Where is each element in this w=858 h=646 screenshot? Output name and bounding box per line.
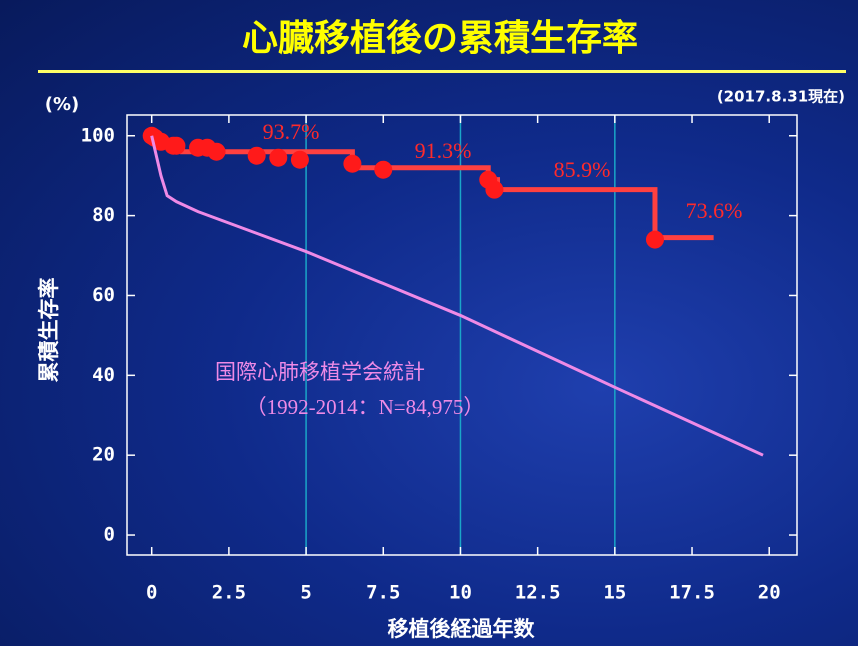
y-unit: (%) (45, 94, 80, 115)
data-point (645, 230, 664, 249)
data-point (247, 146, 266, 165)
y-tick-label: 20 (92, 444, 115, 466)
survival-label: 73.6% (686, 198, 743, 223)
data-point (207, 142, 226, 161)
x-tick-label: 12.5 (515, 582, 561, 604)
data-point (343, 154, 362, 173)
survival-label: 93.7% (263, 119, 320, 144)
x-tick-label: 5 (300, 582, 311, 604)
x-axis-title: 移植後経過年数 (388, 617, 536, 641)
y-tick-label: 80 (92, 204, 115, 226)
x-tick-label: 2.5 (212, 582, 246, 604)
series-label: 国際心肺移植学会統計 (215, 360, 425, 384)
data-point (167, 136, 186, 155)
x-tick-label: 10 (449, 582, 472, 604)
survival-label: 85.9% (554, 157, 611, 182)
x-tick-label: 7.5 (366, 582, 400, 604)
data-point (485, 180, 504, 199)
date-note: (2017.8.31現在) (717, 88, 845, 106)
source-note: （1992-2014：N=84,975） (246, 395, 485, 419)
x-tick-label: 0 (146, 582, 157, 604)
data-point (269, 148, 288, 167)
plot-frame (126, 114, 798, 556)
data-point (374, 160, 393, 179)
survival-label: 91.3% (415, 138, 472, 163)
y-tick-label: 60 (92, 284, 115, 306)
y-tick-label: 0 (104, 524, 115, 546)
x-tick-label: 17.5 (669, 582, 715, 604)
y-tick-label: 40 (92, 364, 115, 386)
y-axis-title: 累積生存率 (37, 278, 61, 383)
chart-title: 心臓移植後の累積生存率 (242, 18, 638, 59)
data-point (290, 150, 309, 169)
y-tick-label: 100 (81, 124, 115, 146)
title-underline (38, 70, 846, 73)
x-tick-label: 15 (603, 582, 626, 604)
series-line (150, 135, 764, 457)
x-tick-label: 20 (758, 582, 781, 604)
